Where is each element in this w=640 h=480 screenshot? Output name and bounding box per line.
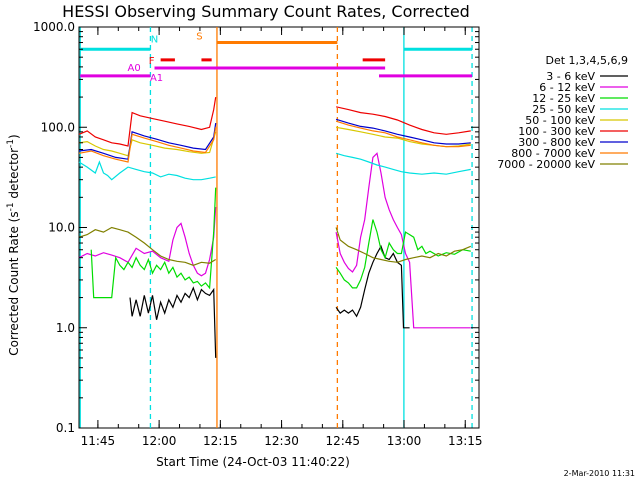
legend-label: 6 - 12 keV <box>539 81 595 94</box>
legend-title: Det 1,3,4,5,6,9 <box>545 54 628 67</box>
series-line <box>335 219 471 289</box>
flag-label: N <box>151 35 158 46</box>
x-tick-label: 11:45 <box>81 434 116 448</box>
x-tick-label: 13:00 <box>387 434 422 448</box>
series-line <box>335 118 471 145</box>
legend-label: 300 - 800 keV <box>518 136 595 149</box>
flag-label: A1 <box>150 73 163 84</box>
y-tick-label: 1.0 <box>56 321 75 335</box>
series-line <box>335 106 471 135</box>
series-line <box>78 131 217 157</box>
plot-area <box>78 26 480 429</box>
y-axis-label: Corrected Count Rate (s-1 detector-1) <box>6 134 21 355</box>
series-line <box>335 227 472 263</box>
series-line <box>78 127 217 163</box>
y-axis-label-main: Corrected Count Rate (s <box>7 211 21 355</box>
series-line <box>78 123 217 160</box>
x-tick-label: 12:45 <box>325 434 360 448</box>
y-axis-label-sup2: -1 <box>6 139 16 148</box>
series-line <box>129 286 217 358</box>
y-tick-label: 10.0 <box>48 221 75 235</box>
y-axis-label-rest: detector <box>7 148 21 203</box>
plot-border <box>78 26 480 429</box>
series-line <box>78 226 217 266</box>
legend-label: 800 - 7000 keV <box>511 147 595 160</box>
vertical-marker-lines <box>79 27 473 428</box>
x-tick-label: 13:15 <box>448 434 483 448</box>
series-line <box>335 152 471 175</box>
chart-title: HESSI Observing Summary Count Rates, Cor… <box>62 2 470 21</box>
series-line <box>78 97 217 147</box>
legend-label: 3 - 6 keV <box>546 70 595 83</box>
x-tick-label: 12:15 <box>203 434 238 448</box>
series-line <box>335 120 471 148</box>
y-tick-label: 1000.0 <box>33 20 75 34</box>
y-tick-label: 0.1 <box>56 421 75 435</box>
legend-label: 100 - 300 keV <box>518 125 595 138</box>
flag-label: A0 <box>128 63 141 74</box>
x-axis-label: Start Time (24-Oct-03 11:40:22) <box>156 455 350 469</box>
y-axis-label-end: ) <box>7 134 21 139</box>
data-series <box>78 97 472 358</box>
series-line <box>78 160 216 181</box>
flag-bars: NF S A0 A1 <box>80 32 473 84</box>
y-tick-label: 100.0 <box>41 120 75 134</box>
footer-date: 2-Mar-2010 11:31 <box>564 469 635 478</box>
series-line <box>90 187 217 299</box>
series-line <box>78 206 217 277</box>
y-axis-label-sup1: -1 <box>6 202 16 211</box>
x-tick-label: 12:00 <box>142 434 177 448</box>
flag-label: S <box>196 32 202 43</box>
series-line <box>335 152 471 329</box>
y-axis-ticks: 0.1 1.0 10.0 100.0 1000.0 <box>33 20 479 435</box>
x-axis-ticks: 11:45 12:00 12:15 12:30 12:45 13:00 13:15 <box>81 27 483 448</box>
flag-label: F <box>149 56 155 67</box>
legend-label: 12 - 25 keV <box>532 92 595 105</box>
legend-label: 7000 - 20000 keV <box>497 158 595 171</box>
series-line <box>335 244 410 329</box>
legend-label: 50 - 100 keV <box>525 114 595 127</box>
x-tick-label: 12:30 <box>264 434 299 448</box>
legend-label: 25 - 50 keV <box>532 103 595 116</box>
